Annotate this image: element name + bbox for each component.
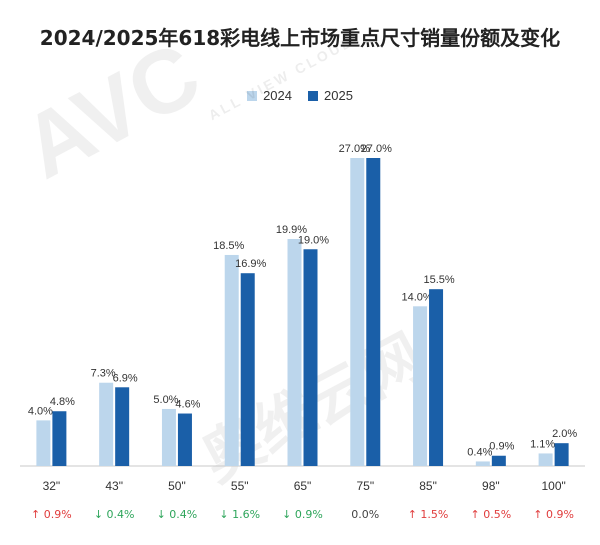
change-label-5: 0.0% (351, 508, 379, 521)
data-label-2024-8: 1.1% (530, 438, 555, 450)
bar-2024-5 (350, 158, 365, 466)
bar-2025-1 (115, 387, 130, 466)
change-label-7: ↑ 0.5% (470, 508, 511, 521)
change-label-8: ↑ 0.9% (533, 508, 574, 521)
data-label-2025-4: 19.0% (298, 234, 329, 246)
bar-2024-7 (475, 461, 490, 466)
legend: 2024 2025 (0, 88, 600, 103)
bar-2024-4 (287, 238, 302, 466)
bar-2025-8 (554, 443, 569, 466)
data-label-2025-7: 0.9% (489, 441, 514, 453)
change-label-3: ↓ 1.6% (219, 508, 260, 521)
change-label-2: ↓ 0.4% (157, 508, 198, 521)
legend-label-2024: 2024 (263, 88, 292, 103)
bar-2024-0 (36, 420, 51, 466)
legend-swatch-2025 (308, 90, 318, 101)
chart-title: 2024/2025年618彩电线上市场重点尺寸销量份额及变化 (39, 26, 561, 50)
bar-2024-2 (161, 408, 176, 466)
legend-label-2025: 2025 (324, 88, 353, 103)
legend-item-2024: 2024 (247, 88, 292, 103)
bar-2025-3 (240, 273, 255, 466)
bar-2025-0 (52, 411, 67, 466)
bar-2025-7 (491, 455, 506, 466)
data-label-2024-6: 14.0% (401, 291, 432, 303)
data-label-2024-2: 5.0% (153, 394, 178, 406)
x-tick-label-8: 100" (541, 479, 565, 493)
data-label-2025-3: 16.9% (235, 258, 266, 270)
data-label-2024-5: 27.0% (339, 143, 370, 155)
bar-2024-3 (224, 254, 239, 466)
data-label-2025-5: 27.0% (361, 143, 392, 155)
data-label-2025-6: 15.5% (423, 274, 454, 286)
data-label-2025-2: 4.6% (175, 399, 200, 411)
bar-2024-8 (538, 453, 553, 466)
x-tick-label-6: 85" (419, 479, 437, 493)
x-tick-label-4: 65" (294, 479, 312, 493)
bar-2025-4 (303, 249, 318, 466)
change-label-0: ↑ 0.9% (31, 508, 72, 521)
x-tick-label-0: 32" (43, 479, 61, 493)
legend-item-2025: 2025 (308, 88, 353, 103)
data-label-2025-0: 4.8% (50, 396, 75, 408)
bar-2025-5 (366, 158, 381, 466)
change-label-1: ↓ 0.4% (94, 508, 135, 521)
bar-2025-2 (177, 413, 192, 466)
data-label-2025-1: 6.9% (113, 372, 138, 384)
data-label-2024-0: 4.0% (28, 405, 53, 417)
legend-swatch-2024 (247, 90, 258, 101)
data-label-2024-4: 19.9% (276, 224, 307, 236)
change-label-4: ↓ 0.9% (282, 508, 323, 521)
change-label-6: ↑ 1.5% (408, 508, 449, 521)
x-tick-label-1: 43" (105, 479, 123, 493)
bar-2025-6 (429, 289, 444, 466)
data-label-2025-8: 2.0% (552, 428, 577, 440)
data-label-2024-7: 0.4% (467, 446, 492, 458)
data-label-2024-1: 7.3% (91, 368, 116, 380)
x-tick-label-3: 55" (231, 479, 249, 493)
x-tick-label-7: 98" (482, 479, 500, 493)
x-tick-label-2: 50" (168, 479, 186, 493)
bar-2024-1 (99, 382, 114, 466)
x-tick-label-5: 75" (356, 479, 374, 493)
bar-2024-6 (413, 306, 428, 466)
data-label-2024-3: 18.5% (213, 240, 244, 252)
